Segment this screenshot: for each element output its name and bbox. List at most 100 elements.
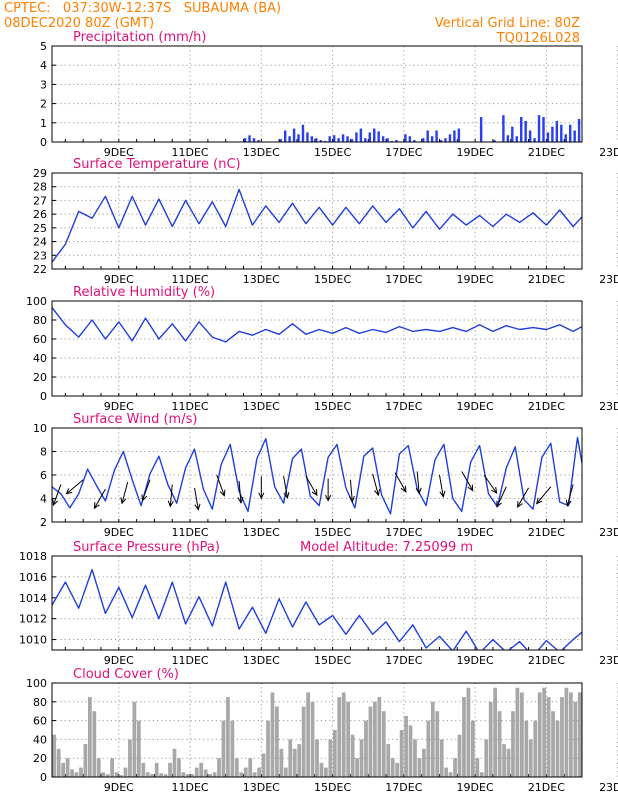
wind-arrow-head <box>535 497 543 505</box>
wind-panel: 2 4 6 8 10 9DEC 11DEC 13DEC 15DEC 17DEC 19DEC 21DEC… <box>33 412 618 539</box>
precipitation-bar <box>582 118 584 142</box>
wind-ytick-label: 10 <box>33 422 47 435</box>
cloud-cover-bar <box>404 715 408 777</box>
precipitation-bar <box>283 130 287 142</box>
pressure-xtick-label: 21DEC <box>528 654 565 667</box>
run-date-label: 08DEC2020 80Z (GMT) <box>4 16 155 31</box>
humidity-xtick-label: 23DEC <box>599 400 618 413</box>
cloud-cover-bar <box>87 697 92 777</box>
cloud-cover-bar <box>61 762 66 777</box>
wind-arrow <box>483 474 498 494</box>
cloud-cover-bar <box>230 720 235 777</box>
wind-xtick-label: 15DEC <box>314 526 351 539</box>
precipitation-ytick-label: 1 <box>40 117 47 130</box>
precipitation-bar <box>306 132 309 142</box>
cloud-cover-bar <box>555 720 560 777</box>
cloud-cover-bar <box>332 730 337 777</box>
cloud-cover-bar <box>119 775 123 777</box>
cloud-cover-bar <box>533 720 538 777</box>
cloud-cover-bar <box>426 720 431 777</box>
precipitation-bar <box>537 115 541 142</box>
wind-arrow-head <box>374 489 380 497</box>
precipitation-bar <box>381 136 385 142</box>
precipitation-bar <box>337 138 340 142</box>
cloud-cover-ytick-label: 60 <box>33 715 47 728</box>
cloud-cover-title: Cloud Cover (%) <box>73 667 179 682</box>
humidity-xtick-label: 17DEC <box>385 400 422 413</box>
humidity-panel: 0 20 40 60 80 100 9DEC 11DEC 13DEC 15DEC 17DEC 19DE… <box>26 285 618 413</box>
cloud-cover-bar <box>497 711 502 777</box>
precipitation-bar <box>355 132 358 142</box>
precipitation-bar <box>542 117 545 142</box>
wind-arrow <box>305 475 318 496</box>
pressure-ytick-label: 1014 <box>19 592 47 605</box>
cloud-cover-ytick-label: 0 <box>40 771 47 784</box>
pressure-xtick-label: 23DEC <box>599 654 618 667</box>
cloud-cover-bar <box>154 762 159 777</box>
wind-arrow <box>566 484 574 506</box>
humidity-xtick-label: 15DEC <box>314 400 351 413</box>
cloud-cover-bar <box>479 772 484 777</box>
wind-arrow <box>461 471 474 491</box>
cloud-cover-bar <box>417 758 422 777</box>
cloud-cover-bar <box>430 701 435 777</box>
cloud-cover-bar <box>168 762 172 777</box>
temperature-xtick-label: 23DEC <box>599 273 618 286</box>
cloud-cover-bar <box>288 739 293 777</box>
precipitation-bar <box>315 138 318 142</box>
cloud-cover-bar <box>341 692 346 777</box>
cloud-cover-bar <box>145 772 150 777</box>
wind-arrows <box>52 471 574 511</box>
cloud-cover-bar <box>564 687 569 777</box>
precipitation-bar <box>368 132 372 142</box>
pressure-title: Surface Pressure (hPa) <box>73 540 220 555</box>
cloud-cover-bar <box>462 697 466 777</box>
precipitation-frame <box>51 45 583 143</box>
cloud-cover-bar <box>279 748 284 777</box>
cloud-cover-bar <box>141 762 146 777</box>
wind-arrow <box>194 487 199 510</box>
temperature-ytick-label: 24 <box>33 236 47 249</box>
cloud-cover-xtick-label: 13DEC <box>243 781 280 794</box>
precipitation-bar <box>404 134 407 142</box>
cloud-cover-bar <box>453 758 457 777</box>
cloud-cover-bar <box>457 734 462 777</box>
precipitation-bar <box>568 124 572 142</box>
cloud-cover-bar <box>408 725 413 777</box>
humidity-ytick-label: 60 <box>33 333 47 346</box>
wind-arrow-head <box>219 489 226 497</box>
temperature-xtick-label: 17DEC <box>385 273 422 286</box>
cloud-cover-bar <box>199 762 204 777</box>
precipitation-xtick-label: 9DEC <box>104 146 134 159</box>
precipitation-bar <box>422 138 425 142</box>
cloud-cover-bar <box>52 734 57 777</box>
temperature-xtick-label: 9DEC <box>104 273 134 286</box>
precipitation-bar <box>555 120 559 142</box>
cloud-cover-xtick-label: 19DEC <box>457 781 494 794</box>
humidity-xtick-label: 11DEC <box>172 400 209 413</box>
cloud-cover-ytick-label: 20 <box>33 752 47 765</box>
cloud-cover-bar <box>105 774 110 777</box>
pressure-xtick-label: 11DEC <box>172 654 209 667</box>
cloud-cover-xtick-label: 15DEC <box>314 781 351 794</box>
cloud-cover-bar <box>328 739 333 777</box>
cloud-cover-bar <box>381 711 386 777</box>
cloud-cover-bar <box>123 767 128 777</box>
cloud-cover-bar <box>373 701 377 777</box>
cloud-cover-bar <box>190 774 195 777</box>
precipitation-bar <box>257 140 260 142</box>
temperature-ytick-label: 25 <box>33 222 47 235</box>
precipitation-bar <box>332 135 336 142</box>
temperature-title: Surface Temperature (nC) <box>73 157 241 172</box>
precipitation-bar <box>479 117 483 142</box>
precipitation-bar <box>288 136 291 142</box>
cloud-cover-bar <box>488 701 493 777</box>
cloud-cover-ytick-label: 100 <box>26 677 47 690</box>
wind-arrow <box>536 486 552 504</box>
wind-arrow-head <box>496 500 502 508</box>
wind-arrow <box>416 471 420 494</box>
cloud-cover-bar <box>257 767 261 777</box>
cloud-cover-bar <box>114 772 119 777</box>
wind-arrow <box>216 474 225 496</box>
